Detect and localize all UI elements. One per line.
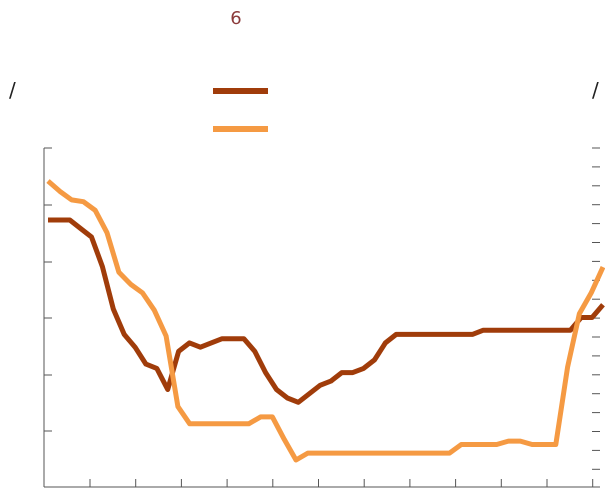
chart-series-group	[46, 179, 605, 463]
series-line-dark	[48, 217, 605, 405]
right-axis-unit-label: /	[592, 78, 599, 102]
series-line-light	[46, 179, 605, 463]
chart-title: 6	[230, 8, 242, 29]
chart-axes	[43, 147, 600, 488]
left-axis-unit-label: /	[9, 78, 16, 102]
chart-legend	[213, 88, 268, 132]
